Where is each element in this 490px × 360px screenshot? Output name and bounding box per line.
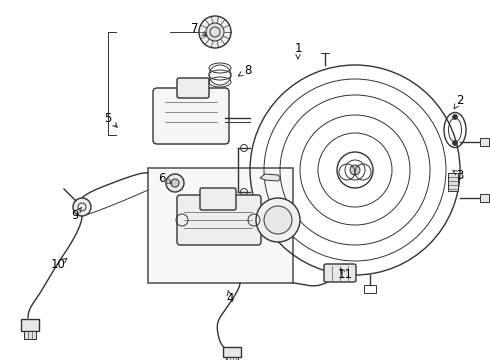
Circle shape [452, 114, 458, 120]
Circle shape [171, 179, 179, 187]
Bar [148, 168, 293, 283]
Circle shape [256, 198, 300, 242]
Bar [364, 285, 376, 293]
Text: 10: 10 [50, 258, 66, 271]
FancyBboxPatch shape [153, 88, 229, 144]
Text: 8: 8 [245, 63, 252, 77]
FancyBboxPatch shape [324, 264, 356, 282]
Text: 7: 7 [191, 22, 199, 35]
Text: 4: 4 [226, 292, 234, 305]
Circle shape [73, 198, 91, 216]
FancyBboxPatch shape [177, 78, 209, 98]
Polygon shape [260, 174, 280, 181]
FancyBboxPatch shape [200, 188, 236, 210]
Bar [448, 173, 458, 191]
Text: 6: 6 [158, 171, 166, 185]
Circle shape [206, 23, 224, 41]
Bar [21, 319, 39, 331]
Text: 5: 5 [104, 112, 112, 125]
Text: 11: 11 [338, 269, 352, 282]
Circle shape [452, 140, 458, 145]
Circle shape [199, 16, 231, 48]
Text: 1: 1 [294, 41, 302, 54]
Circle shape [264, 206, 292, 234]
Text: 2: 2 [456, 94, 464, 107]
FancyBboxPatch shape [177, 195, 261, 245]
Bar [24, 331, 36, 339]
Circle shape [350, 165, 360, 175]
Bar [480, 194, 489, 202]
Bar [226, 357, 238, 360]
Text: 9: 9 [71, 208, 79, 221]
Bar [223, 347, 241, 357]
Circle shape [166, 174, 184, 192]
Text: 3: 3 [456, 168, 464, 181]
Bar [480, 138, 489, 146]
